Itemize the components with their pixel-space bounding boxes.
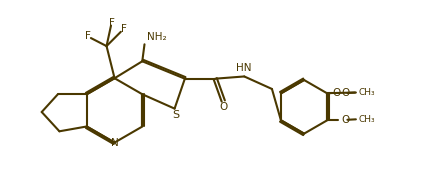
Text: O: O <box>341 115 350 125</box>
Text: S: S <box>172 110 179 120</box>
Text: CH₃: CH₃ <box>358 115 375 124</box>
Text: F: F <box>109 18 115 28</box>
Text: O: O <box>333 87 341 98</box>
Text: O: O <box>219 102 228 112</box>
Text: N: N <box>111 138 118 148</box>
Text: F: F <box>85 31 91 41</box>
Text: NH₂: NH₂ <box>147 32 166 42</box>
Text: CH₃: CH₃ <box>358 88 375 97</box>
Text: HN: HN <box>236 63 251 73</box>
Text: O: O <box>341 88 350 98</box>
Text: F: F <box>121 24 126 34</box>
